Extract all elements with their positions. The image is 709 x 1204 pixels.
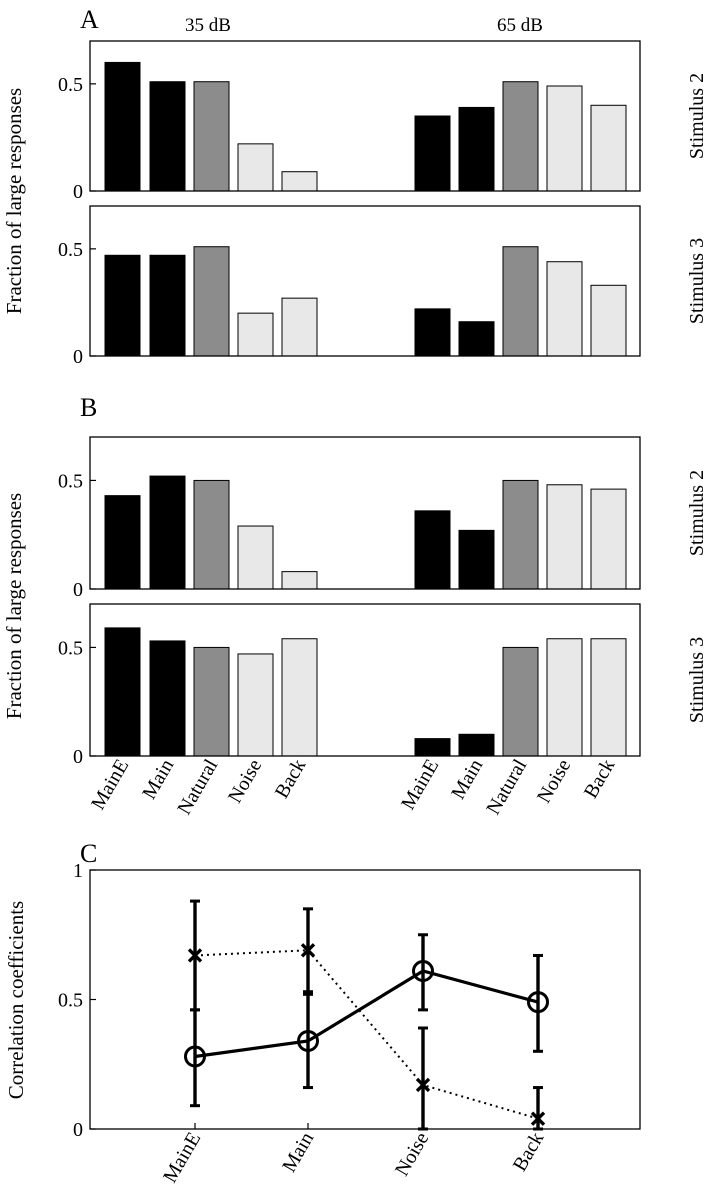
panel-b-stimulus-3-bar-back-65db xyxy=(590,638,627,757)
panel-a-stimulus-2-bar-maine-35db xyxy=(104,61,141,192)
x-category-label-noise-group2: Noise xyxy=(533,755,575,807)
panel-c-series-circles-marker xyxy=(412,960,434,983)
panel-b-stimulus-3-bar-maine-65db xyxy=(414,738,451,757)
panel-c-series-circles-marker xyxy=(184,1045,206,1068)
panel-b-stimulus-2-axes-frame xyxy=(89,436,641,590)
panel-c-x-category-label-maine: MainE xyxy=(159,1129,205,1187)
x-category-label-natural-group2: Natural xyxy=(482,755,531,818)
panel-b-stimulus-2-row-label: Stimulus 2 xyxy=(686,470,708,556)
panel-c-series-crosses-marker xyxy=(530,1111,546,1126)
panel-b-stimulus-2-bar-noise-65db xyxy=(546,484,583,590)
panel-c-series-crosses-marker-stroke xyxy=(415,1077,431,1093)
panel-b-stimulus-2-bar-natural-65db xyxy=(502,479,539,590)
panel-b-stimulus-2-bar-back-35db xyxy=(281,571,318,590)
panel-b-stimulus-3-bar-noise-65db xyxy=(546,638,583,757)
panel-b-stimulus-3-bar-main-65db xyxy=(458,733,495,757)
panel-a-stimulus-2-bar-noise-65db xyxy=(546,85,583,192)
panel-a-stimulus-2-row-label: Stimulus 2 xyxy=(686,73,708,159)
panel-a-stimulus-3-ytick-label: 0 xyxy=(73,346,83,368)
panel-a-stimulus-3-bar-back-65db xyxy=(590,284,627,357)
panel-b-stimulus-2-bar-main-35db xyxy=(149,475,186,590)
panel-b-stimulus-3-bar-noise-35db xyxy=(237,653,274,757)
panel-b-stimulus-3-bar-back-35db xyxy=(281,638,318,757)
x-category-label-noise-group1: Noise xyxy=(224,755,266,807)
x-category-label-main-group2: Main xyxy=(447,756,487,804)
panel-a-stimulus-2-bar-maine-65db xyxy=(414,115,451,192)
panel-b-stimulus-2-bar-maine-35db xyxy=(104,495,141,590)
panel-a-stimulus-3-bar-main-35db xyxy=(149,254,186,357)
panel-c-series-crosses-marker-stroke xyxy=(530,1111,546,1126)
panel-label-a: A xyxy=(80,5,99,34)
panel-a-stimulus-2-bar-main-65db xyxy=(458,106,495,192)
panel-a-stimulus-3-bar-noise-35db xyxy=(237,312,274,357)
panel-c-x-category-label-noise: Noise xyxy=(391,1128,433,1180)
panel-a-stimulus-2-bar-noise-35db xyxy=(237,143,274,192)
panel-c-series-circles-marker xyxy=(297,1029,319,1052)
x-category-label-main-group1: Main xyxy=(138,756,178,804)
panel-b-stimulus-2-bar-natural-35db xyxy=(193,479,230,590)
panel-b-stimulus-3-ytick-label: 0.5 xyxy=(58,637,83,659)
panel-a-stimulus-3-axes-frame xyxy=(89,205,641,357)
panel-a-stimulus-2-bar-natural-35db xyxy=(193,81,230,192)
panel-b-stimulus-2-bar-noise-35db xyxy=(237,525,274,590)
panel-b-stimulus-2-bar-main-65db xyxy=(458,529,495,590)
panel-c-x-category-label-back: Back xyxy=(509,1129,549,1176)
panel-b-stimulus-3-bar-maine-35db xyxy=(104,627,141,757)
panel-b-stimulus-3-axes-frame xyxy=(89,603,641,757)
panel-a-stimulus-3-bar-main-65db xyxy=(458,321,495,357)
labels-layer: A B C 35 dB 65 dB Fraction of large resp… xyxy=(2,5,543,1099)
panel-c-x-category-label-main: Main xyxy=(278,1129,318,1177)
panel-a-stimulus-3-row-label: Stimulus 3 xyxy=(686,238,708,324)
column-header-65db: 65 dB xyxy=(497,15,543,36)
panel-c-series-circles-line xyxy=(194,969,539,1059)
panel-a-stimulus-3-bar-maine-35db xyxy=(104,254,141,357)
panel-a-stimulus-2-bar-main-35db xyxy=(149,81,186,192)
y-axis-label-panel-a: Fraction of large responses xyxy=(2,88,26,314)
panel-a-stimulus-3-bar-noise-65db xyxy=(546,261,583,357)
panel-c-axes-frame xyxy=(89,869,641,1130)
panel-b-stimulus-3-ytick-label: 0 xyxy=(73,746,83,768)
panel-a-stimulus-3-bar-back-35db xyxy=(281,297,318,357)
y-axis-label-panel-c: Correlation coefficients xyxy=(4,901,28,1099)
x-category-label-back-group1: Back xyxy=(271,756,311,803)
panel-b-stimulus-3-bar-natural-65db xyxy=(502,646,539,757)
panel-c-series-crosses-marker xyxy=(300,943,316,958)
panel-c-ytick-label: 1 xyxy=(73,860,83,882)
column-header-35db: 35 dB xyxy=(185,15,231,36)
panel-a-stimulus-3-bar-natural-65db xyxy=(502,246,539,357)
x-category-label-maine-group1: MainE xyxy=(87,756,133,814)
panel-b-stimulus-2-ytick-label: 0.5 xyxy=(58,470,83,492)
panel-b-stimulus-2-ytick-label: 0 xyxy=(73,579,83,601)
panel-b-stimulus-2-bar-maine-65db xyxy=(414,510,451,590)
panel-a-stimulus-2-ytick-label: 0.5 xyxy=(58,74,83,96)
panel-a-stimulus-3-bar-natural-35db xyxy=(193,246,230,357)
panel-a-stimulus-2-bar-back-35db xyxy=(281,171,318,192)
panel-a-stimulus-2-bar-natural-65db xyxy=(502,81,539,192)
panel-a-stimulus-2-bar-back-65db xyxy=(590,104,627,192)
panel-a-stimulus-3-ytick-label: 0.5 xyxy=(58,239,83,261)
panel-c-series-crosses-marker xyxy=(415,1077,431,1093)
panel-b-stimulus-3-row-label: Stimulus 3 xyxy=(686,637,708,723)
charts-layer: 0 0.5 Stimulus 2 0 0.5 Stimulus 3 0 0.5 Stimulus… xyxy=(58,40,708,1187)
panel-c-series-crosses-marker-stroke xyxy=(187,948,203,963)
panel-c-series-circles-marker xyxy=(527,991,549,1014)
x-category-label-back-group2: Back xyxy=(580,756,620,803)
panel-b-stimulus-3-bar-main-35db xyxy=(149,640,186,757)
panel-b-stimulus-2-bar-back-65db xyxy=(590,488,627,590)
panel-c-series-crosses-line xyxy=(194,949,539,1120)
panel-label-b: B xyxy=(80,393,97,422)
panel-c-series-crosses-marker xyxy=(187,948,203,963)
y-axis-label-panel-b: Fraction of large responses xyxy=(2,493,26,719)
panel-c-ytick-label: 0 xyxy=(73,1119,83,1141)
panel-b-stimulus-3-bar-natural-35db xyxy=(193,646,230,757)
panel-a-stimulus-2-axes-frame xyxy=(89,40,641,192)
panel-a-stimulus-3-bar-maine-65db xyxy=(414,308,451,357)
panel-c-series-crosses-marker-stroke xyxy=(300,943,316,958)
x-category-label-maine-group2: MainE xyxy=(397,756,443,814)
panel-label-c: C xyxy=(80,839,97,868)
panel-c-ytick-label: 0.5 xyxy=(58,990,83,1012)
x-category-label-natural-group1: Natural xyxy=(173,755,222,818)
panel-a-stimulus-2-ytick-label: 0 xyxy=(73,181,83,203)
